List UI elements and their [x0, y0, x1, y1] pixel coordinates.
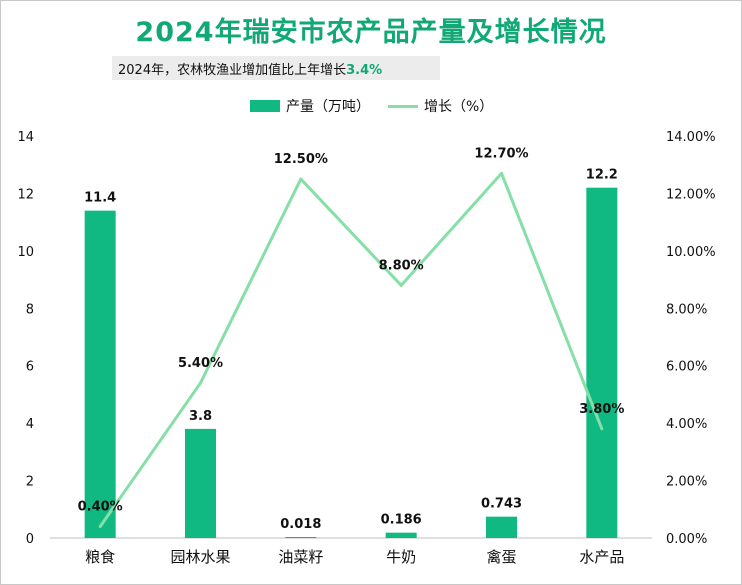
- legend-line-label: 增长（%）: [424, 99, 494, 115]
- bar: [486, 516, 517, 538]
- growth-point: [98, 525, 102, 529]
- y-left-tick-label: 10: [17, 245, 34, 260]
- growth-point: [199, 381, 202, 385]
- growth-value-label: 3.80%: [579, 402, 624, 417]
- y-right-tick-label: 10.00%: [666, 245, 716, 260]
- legend-line-swatch: [388, 104, 418, 108]
- y-right-tick-label: 0.00%: [666, 532, 707, 547]
- bar-value-label: 0.186: [381, 513, 422, 528]
- x-tick-label: 水产品: [579, 548, 624, 566]
- bar-value-label: 11.4: [84, 191, 116, 206]
- growth-value-label: 8.80%: [379, 258, 424, 273]
- bar: [586, 187, 618, 538]
- x-tick-label: 园林水果: [170, 548, 230, 566]
- chart-title: 2024年瑞安市农产品产量及增长情况: [135, 17, 607, 48]
- subtitle-highlight: 3.4%: [346, 63, 383, 78]
- y-right-tick-label: 8.00%: [666, 302, 707, 317]
- y-left-tick-label: 8: [26, 302, 34, 317]
- bar: [285, 537, 317, 538]
- y-right-tick-label: 6.00%: [666, 360, 707, 375]
- growth-value-label: 5.40%: [178, 356, 223, 371]
- growth-point: [299, 177, 303, 181]
- y-right-tick-label: 2.00%: [666, 475, 707, 490]
- growth-value-label: 12.50%: [274, 152, 328, 167]
- subtitle: 2024年，农林牧渔业增加值比上年增长3.4%: [118, 59, 382, 78]
- growth-point: [500, 171, 503, 175]
- legend-bar-label: 产量（万吨）: [286, 99, 370, 115]
- x-tick-label: 粮食: [85, 548, 115, 566]
- growth-point: [600, 427, 604, 431]
- y-left-tick-label: 12: [17, 187, 34, 202]
- x-tick-label: 油菜籽: [278, 548, 323, 566]
- growth-line: [98, 171, 604, 528]
- bar: [185, 428, 216, 538]
- y-left-tick-label: 4: [26, 417, 34, 432]
- y-right-tick-label: 14.00%: [666, 130, 716, 145]
- y-right-tick-label: 4.00%: [666, 417, 707, 432]
- growth-value-label: 12.70%: [474, 146, 528, 161]
- bar: [84, 210, 116, 538]
- bar-value-label: 12.2: [586, 168, 618, 183]
- legend: 产量（万吨） 增长（%）: [250, 96, 493, 116]
- y-left-tick-label: 14: [17, 130, 34, 145]
- bar-value-label: 0.743: [481, 497, 522, 512]
- x-tick-label: 禽蛋: [486, 548, 516, 566]
- growth-value-label: 0.40%: [78, 500, 123, 515]
- y-left-tick-label: 6: [26, 360, 34, 375]
- subtitle-text: 2024年，农林牧渔业增加值比上年增长: [118, 63, 347, 78]
- bar-value-label: 3.8: [189, 409, 212, 424]
- bar-value-label: 0.018: [280, 517, 321, 532]
- bar: [385, 532, 417, 538]
- legend-bar-swatch: [250, 100, 280, 112]
- growth-point: [399, 283, 403, 287]
- x-tick-label: 牛奶: [386, 548, 416, 566]
- y-left-tick-label: 0: [26, 532, 34, 547]
- subtitle-background: [112, 56, 440, 80]
- y-left-tick-label: 2: [26, 475, 34, 490]
- y-right-tick-label: 12.00%: [666, 187, 716, 202]
